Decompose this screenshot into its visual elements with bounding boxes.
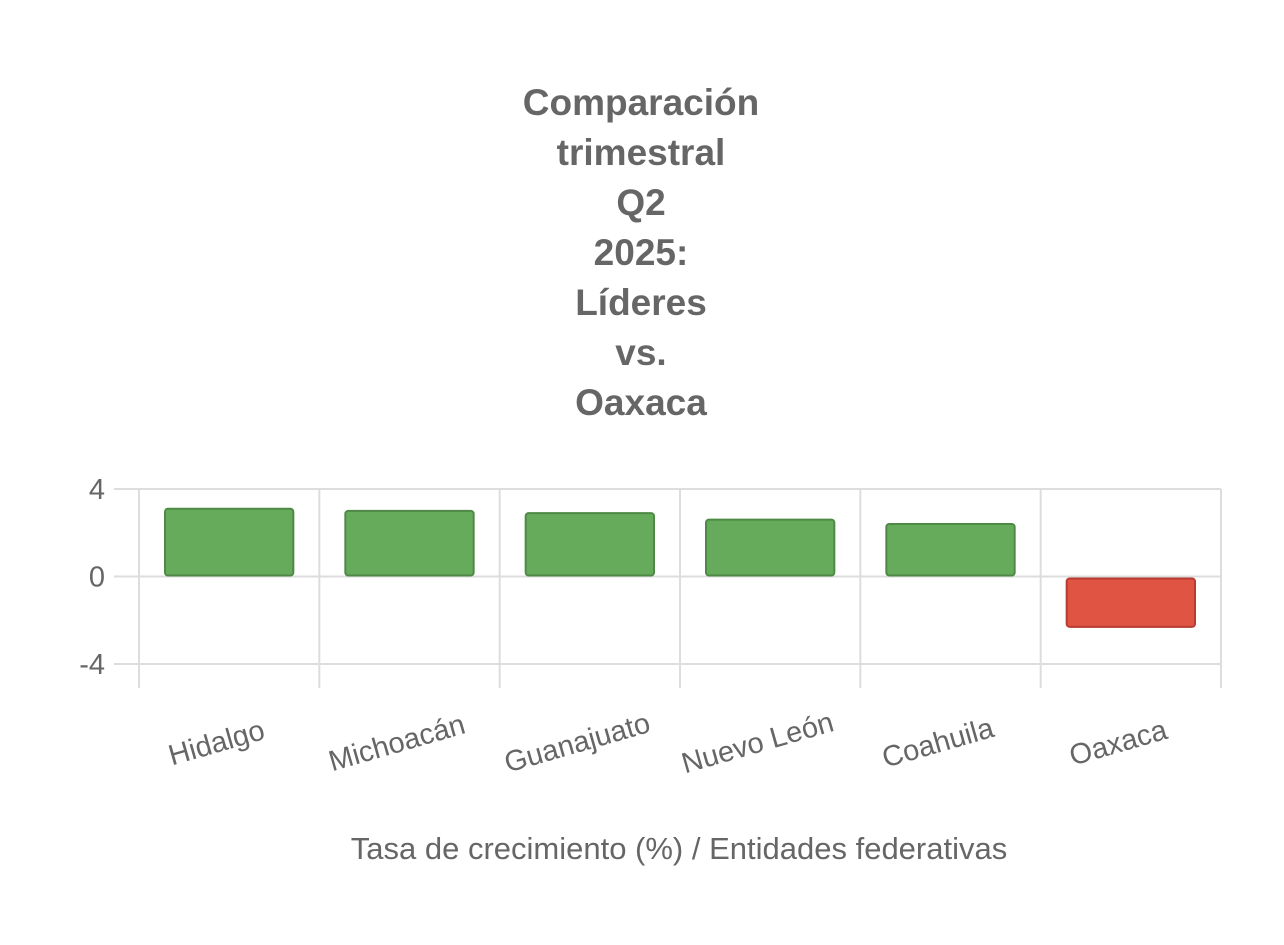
x-tick-label: Michoacán [325,709,469,778]
y-axis: 4 0 -4 [79,474,105,681]
chart-title: Comparación trimestral Q2 2025: Líderes vs. Oa… [523,82,759,423]
bar-hidalgo [164,507,295,577]
grid [114,488,1222,688]
x-tick-label: Nuevo León [678,706,837,780]
bar-guanajuato [524,512,656,577]
title-line: Q2 [616,182,665,223]
title-line: Líderes [575,282,707,323]
bar-michoacán [344,509,475,577]
title-line: trimestral [557,132,726,173]
bars [164,507,1196,628]
x-axis: Hidalgo Michoacán Guanajuato Nuevo León Coah… [165,706,1172,780]
title-line: 2025: [594,232,689,273]
bar-coahuila [885,523,1016,577]
x-axis-label: Tasa de crecimiento (%) / Entidades fede… [351,831,1007,866]
x-tick-label: Hidalgo [165,714,268,772]
y-tick-label: 4 [89,474,105,506]
x-tick-label: Oaxaca [1066,714,1172,773]
y-tick-label: 0 [89,562,105,594]
title-line: Oaxaca [575,382,707,423]
title-line: Comparación [523,82,759,123]
bar-oaxaca [1065,577,1196,628]
y-tick-label: -4 [79,649,105,681]
x-tick-label: Coahuila [879,712,999,775]
title-line: vs. [615,332,666,373]
x-tick-label: Guanajuato [501,707,654,779]
bar-nuevo-león [705,518,836,577]
